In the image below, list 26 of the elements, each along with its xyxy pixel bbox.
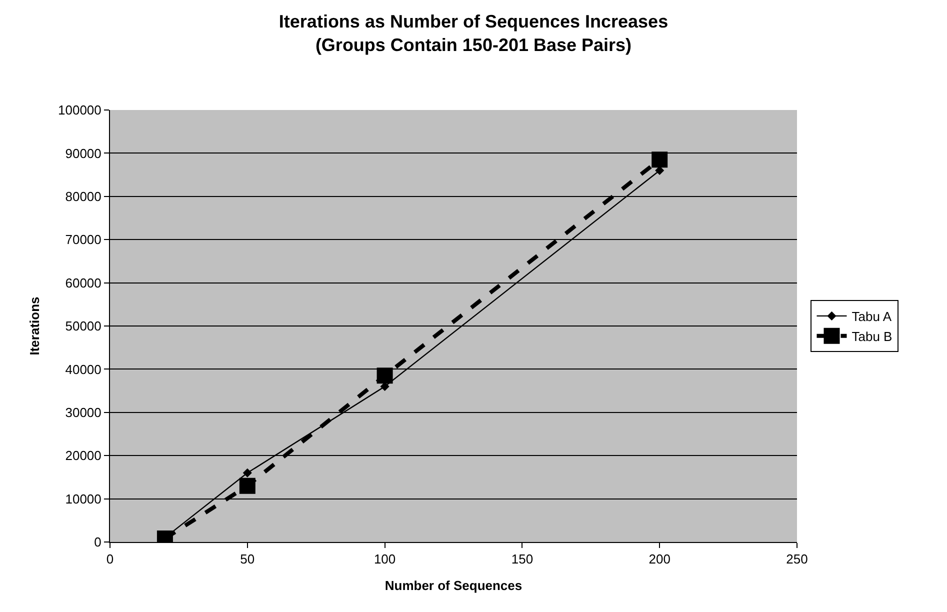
x-tick-label: 250 — [786, 552, 808, 567]
y-tick-label: 30000 — [65, 404, 102, 420]
x-tick-label: 200 — [648, 552, 670, 567]
point — [242, 468, 252, 478]
x-tick-label: 50 — [240, 552, 255, 567]
y-tick-label: 90000 — [65, 146, 102, 161]
x-tick-label: 100 — [374, 552, 396, 567]
y-tick-label: 100000 — [58, 102, 102, 118]
y-tick-label: 60000 — [65, 275, 102, 290]
y-tick-label: 0 — [94, 534, 102, 550]
chart-title: Iterations as Number of Sequences Increases (Groups Contain 150-201 Base Pairs) — [278, 12, 668, 55]
y-tick-label: 20000 — [65, 448, 102, 464]
y-axis-title: Iterations — [26, 296, 42, 356]
point — [239, 478, 256, 494]
x-tick-label: 150 — [511, 552, 534, 567]
x-tick-label: 0 — [106, 552, 114, 567]
y-tick-label: 10000 — [65, 491, 102, 506]
y-tick-label: 70000 — [65, 232, 102, 248]
legend-label: Tabu A — [852, 309, 892, 324]
x-axis-title: Number of Sequences — [384, 578, 522, 594]
point — [652, 152, 668, 168]
point — [376, 368, 393, 384]
y-tick-label: 80000 — [65, 188, 102, 204]
legend-label: Tabu B — [852, 328, 892, 344]
y-tick-label: 40000 — [65, 362, 102, 377]
y-tick-label: 50000 — [65, 318, 102, 334]
